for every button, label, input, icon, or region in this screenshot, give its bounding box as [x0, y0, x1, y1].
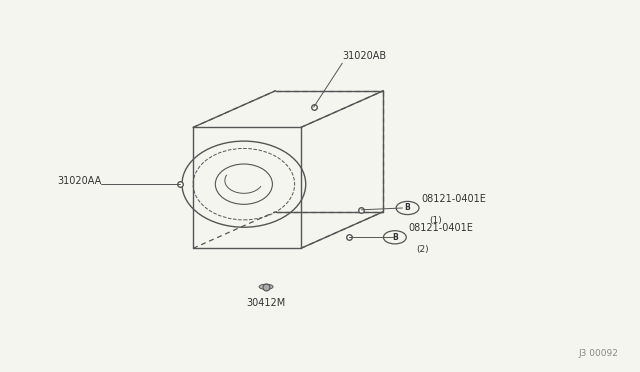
- Text: B: B: [392, 233, 397, 242]
- Text: 30412M: 30412M: [246, 298, 285, 308]
- Text: J3 00092: J3 00092: [579, 349, 618, 358]
- Text: (2): (2): [417, 246, 429, 254]
- Text: 31020AA: 31020AA: [57, 176, 101, 186]
- Text: 31020AB: 31020AB: [342, 51, 387, 61]
- Text: 08121-0401E: 08121-0401E: [422, 193, 486, 203]
- Text: B: B: [404, 203, 410, 212]
- Text: 08121-0401E: 08121-0401E: [409, 222, 474, 232]
- Text: (1): (1): [429, 216, 442, 225]
- Ellipse shape: [259, 284, 273, 289]
